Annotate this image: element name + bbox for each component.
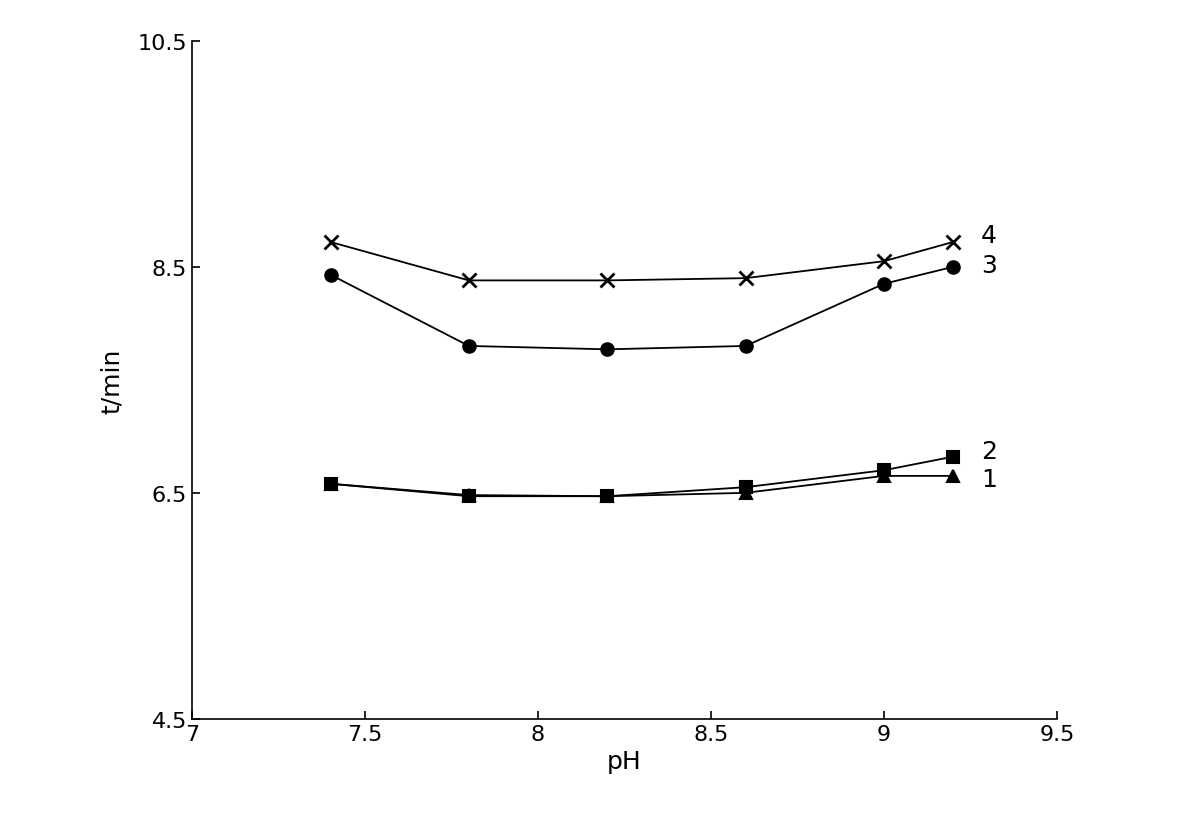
Y-axis label: t/min: t/min bbox=[100, 348, 124, 413]
Text: 1: 1 bbox=[981, 467, 997, 492]
Text: 4: 4 bbox=[981, 224, 997, 248]
Text: 2: 2 bbox=[981, 440, 997, 463]
X-axis label: pH: pH bbox=[608, 749, 641, 773]
Text: 3: 3 bbox=[981, 253, 997, 278]
